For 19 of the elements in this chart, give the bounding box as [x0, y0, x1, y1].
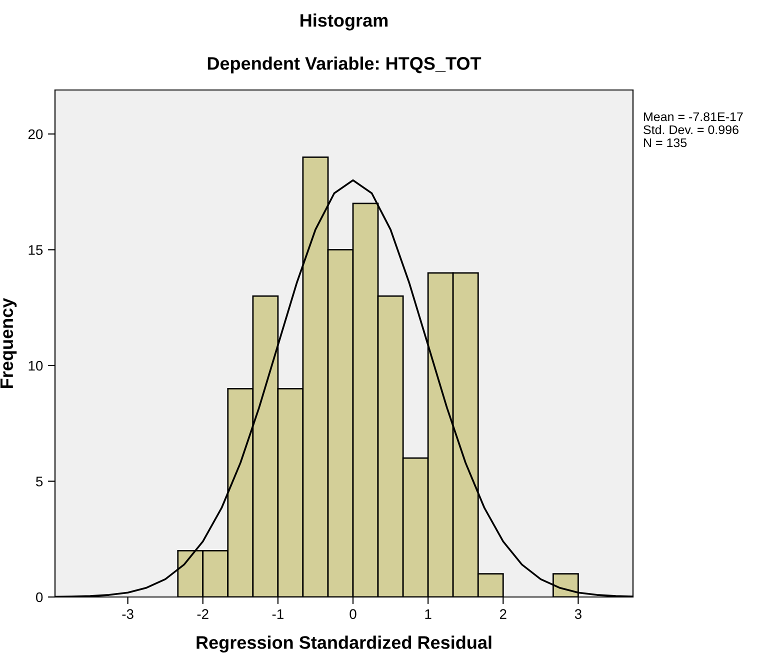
y-tick-label: 10	[28, 360, 43, 371]
text: N = 135	[644, 138, 687, 148]
x-tick-label: -1	[272, 609, 284, 619]
x-tick-label: 0	[350, 609, 356, 620]
y-tick-label: 0	[36, 592, 43, 602]
text: Std. Dev. = 0.996	[644, 125, 738, 134]
y-tick-label: 15	[28, 245, 43, 255]
x-tick-label: 2	[500, 609, 506, 619]
x-tick-label: 1	[425, 609, 432, 619]
x-axis-title: Regression Standardized Residual	[196, 636, 492, 653]
y-tick-label: 20	[28, 129, 43, 140]
y-axis-title: Frequency	[0, 298, 17, 388]
x-tick-label: -3	[122, 609, 134, 620]
chart-title: Histogram	[300, 14, 388, 30]
y-tick-label: 5	[36, 476, 43, 486]
x-tick-label: -2	[197, 609, 208, 619]
text: Mean = -7.81E-17	[644, 112, 743, 122]
chart-subtitle: Dependent Variable: HTQS_TOT	[208, 56, 482, 74]
x-tick-label: 3	[574, 609, 582, 620]
